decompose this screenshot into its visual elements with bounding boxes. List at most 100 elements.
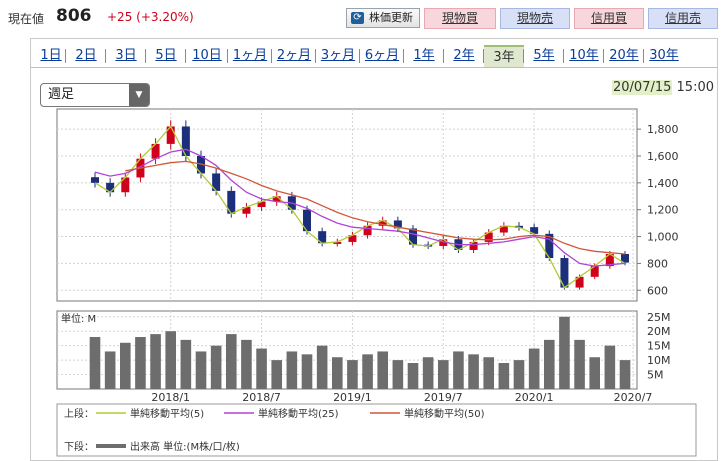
x-axis-label: 2019/1 (333, 391, 372, 404)
moving-average-line-3 (125, 160, 626, 255)
margin-buy-button[interactable]: 信用買 (574, 8, 644, 29)
tab-15[interactable]: 20年 (609, 48, 639, 63)
volume-tick-label: 20M (647, 325, 671, 338)
current-price-label: 現在値 (8, 12, 45, 26)
volume-bar (301, 354, 313, 389)
volume-bar (604, 345, 616, 389)
top-bar: 現在値 806 +25 (+3.20%) ⟳ 株価更新 現物買 現物売 信用買 … (0, 0, 723, 34)
volume-bar (347, 360, 358, 389)
candle-body (530, 227, 539, 234)
tab-3[interactable]: 3日 (115, 48, 137, 63)
refresh-price-button[interactable]: ⟳ 株価更新 (346, 8, 420, 28)
price-tick-label: 600 (647, 284, 668, 297)
tab-1[interactable]: 1日 (40, 48, 62, 63)
x-axis-label: 2020/1 (515, 391, 554, 404)
tab-8[interactable]: 3ヶ月 (320, 48, 356, 63)
legend-lower-label: 下段： (64, 440, 94, 453)
volume-bar (619, 360, 631, 389)
spot-buy-button[interactable]: 現物買 (424, 8, 496, 29)
refresh-price-label: 株価更新 (369, 11, 413, 24)
candle-body (242, 207, 251, 214)
tab-6[interactable]: 1ヶ月 (232, 48, 268, 63)
volume-unit-label: 単位: M (61, 312, 96, 325)
volume-bar (104, 351, 116, 389)
candle-body (469, 241, 478, 250)
tab-4[interactable]: 5日 (155, 48, 177, 63)
tab-2[interactable]: 2日 (75, 48, 97, 63)
tab-5[interactable]: 10日 (192, 48, 222, 63)
candle-body (333, 241, 342, 244)
candle-body (212, 173, 221, 191)
chart-timestamp: 20/07/15 15:00 (612, 80, 714, 95)
x-axis-label: 2019/7 (424, 391, 463, 404)
volume-tick-label: 15M (647, 340, 671, 353)
price-tick-label: 1,000 (647, 231, 679, 244)
volume-bar (422, 357, 434, 389)
volume-bar (331, 357, 343, 389)
volume-bar (210, 345, 222, 389)
volume-bar (392, 360, 404, 389)
volume-bar (241, 339, 252, 389)
volume-bar (150, 334, 161, 389)
x-axis-label: 2018/7 (242, 391, 281, 404)
legend-item-label: 単純移動平均(25) (258, 407, 339, 420)
candle-body (363, 225, 372, 236)
tab-separator (271, 49, 272, 63)
tab-16[interactable]: 30年 (649, 48, 679, 63)
price-tick-label: 1,800 (647, 123, 679, 136)
volume-tick-label: 5M (647, 369, 664, 382)
candle-body (151, 143, 160, 159)
candle-body (560, 258, 569, 288)
tab-10[interactable]: 1年 (413, 48, 435, 63)
volume-bar (286, 351, 298, 389)
tab-separator (185, 49, 186, 63)
volume-bar (271, 360, 283, 389)
candle-body (409, 228, 417, 245)
tab-13[interactable]: 5年 (533, 48, 555, 63)
candle-body (318, 231, 327, 244)
volume-bar (119, 342, 131, 389)
volume-bar (256, 348, 267, 389)
legend-item-label: 単純移動平均(5) (130, 407, 204, 420)
tab-14[interactable]: 10年 (569, 48, 599, 63)
volume-bar (89, 337, 101, 389)
tab-separator (359, 49, 360, 63)
tab-7[interactable]: 2ヶ月 (276, 48, 312, 63)
tab-separator (603, 49, 604, 63)
legend-item-label: 単純移動平均(50) (404, 407, 485, 420)
price-tick-label: 1,400 (647, 177, 679, 190)
candle-body (197, 155, 205, 174)
tab-separator (403, 49, 404, 63)
moving-average-line-2 (94, 148, 626, 267)
tab-11[interactable]: 2年 (453, 48, 475, 63)
volume-tick-label: 25M (647, 311, 671, 324)
volume-bar (180, 339, 192, 389)
candle-period-select[interactable]: 週足 ▼ (40, 83, 150, 107)
candle-body (378, 220, 387, 226)
volume-bar (362, 354, 373, 389)
candle-body (272, 196, 281, 202)
volume-bar (468, 354, 479, 389)
candle-body (257, 201, 266, 208)
candle-body (621, 254, 629, 263)
candle-period-value: 週足 (48, 87, 75, 102)
price-plot-frame (56, 108, 638, 302)
x-axis-label: 2018/1 (151, 391, 190, 404)
tab-separator (65, 49, 66, 63)
timestamp-date: 20/07/15 (612, 80, 673, 95)
tab-separator (563, 49, 564, 63)
spot-sell-button[interactable]: 現物売 (500, 8, 570, 29)
candle-body (106, 182, 115, 193)
tab-separator (105, 49, 106, 63)
tab-9[interactable]: 6ヶ月 (364, 48, 400, 63)
tab-separator (643, 49, 644, 63)
tab-separator (315, 49, 316, 63)
volume-bar (437, 360, 449, 389)
legend-upper-label: 上段： (64, 407, 94, 420)
candle-body (393, 220, 402, 229)
tab-12[interactable]: 3年 (484, 45, 524, 67)
margin-sell-button[interactable]: 信用売 (648, 8, 718, 29)
current-price-value: 806 (56, 6, 92, 26)
volume-bar (498, 363, 510, 389)
